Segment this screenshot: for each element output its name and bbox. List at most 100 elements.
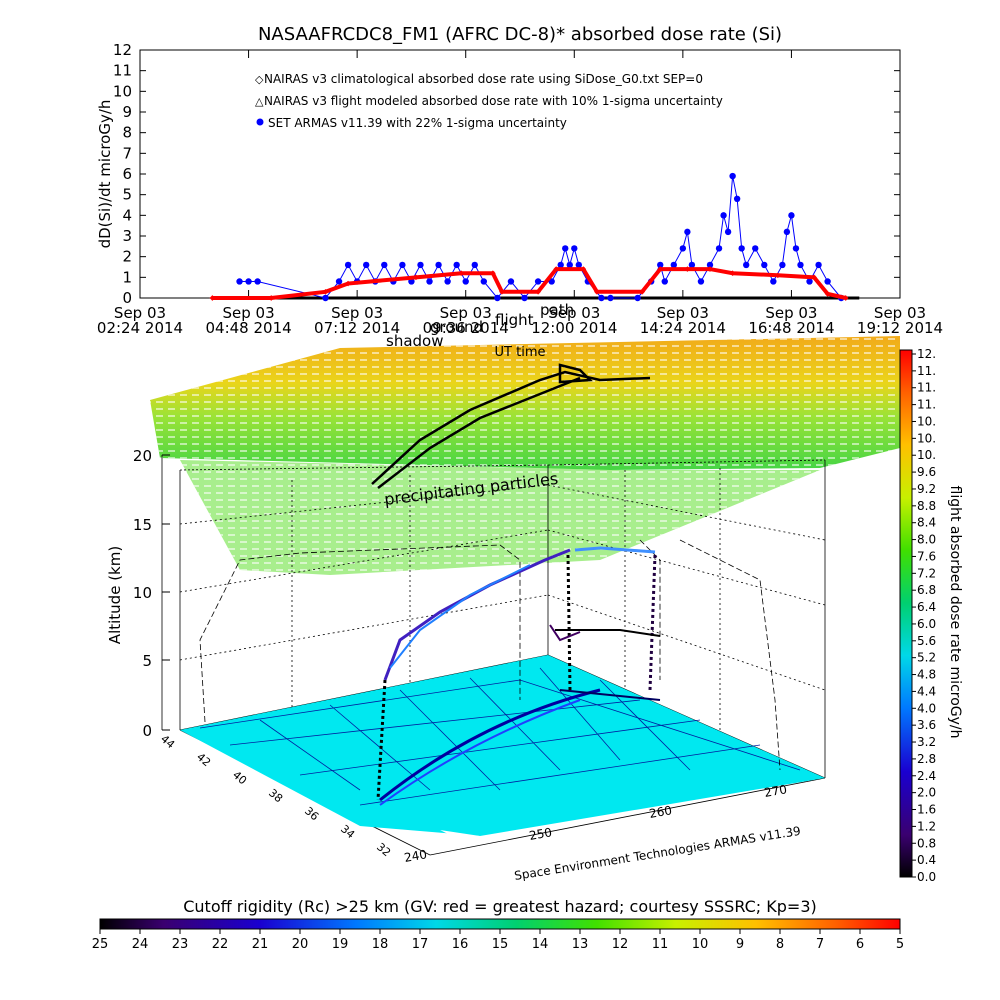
dose-colorbar-tick-label: 6.8 [917, 583, 936, 597]
dose-colorbar-tick-label: 6.4 [917, 600, 936, 614]
armas-point [688, 261, 696, 269]
legend-marker-circle [256, 118, 264, 126]
dose-colorbar-tick-label: 7.2 [917, 566, 936, 580]
armas-point [724, 228, 732, 236]
top-x-tick-day: Sep 03 [331, 304, 383, 322]
cutoff-colorbar-tick-label: 12 [612, 937, 629, 952]
armas-point [761, 261, 768, 269]
series-nairas-climatological-line [212, 267, 847, 300]
armas-point [471, 261, 478, 269]
nairas-point [209, 295, 216, 301]
armas-point [752, 245, 759, 252]
ground-map [180, 655, 825, 845]
top-y-tick-label: 10 [113, 82, 132, 100]
armas-point [362, 261, 370, 269]
dose-colorbar-tick-label: 0.4 [917, 853, 936, 867]
legend-entry-armas: SET ARMAS v11.39 with 22% 1-sigma uncert… [268, 116, 567, 130]
armas-point [598, 294, 605, 302]
armas-point [381, 261, 388, 269]
dose-colorbar-tick-label: 11. [917, 381, 936, 395]
latitude-tick-label: 36 [302, 804, 321, 823]
armas-point [684, 228, 691, 236]
top-x-tick-time: 04:48 2014 [205, 319, 291, 337]
flight-path-top-projection [371, 363, 651, 489]
altitude-tick-label: 20 [133, 447, 152, 465]
longitude-tick-label: 260 [648, 803, 673, 821]
top-x-tick-day: Sep 03 [548, 304, 600, 322]
nairas-point [824, 291, 831, 297]
dose-colorbar-tick-label: 5.2 [917, 651, 936, 665]
legend-marker-triangle: △ [255, 95, 264, 108]
top-x-tick-day: Sep 03 [440, 304, 492, 322]
overlay-label-ground: ground [430, 318, 483, 336]
armas-point [792, 245, 800, 252]
dose-colorbar-tick-label: 4.8 [917, 668, 936, 682]
dose-colorbar-tick-label: 1.6 [917, 803, 936, 817]
nairas-point [580, 266, 587, 272]
armas-point [462, 278, 469, 285]
longitude-ticks: 240 250 260 270 [403, 782, 788, 865]
top-x-tick-time: 07:12 2014 [314, 319, 400, 337]
dose-colorbar-tick-label: 12. [917, 347, 936, 361]
cutoff-colorbar-tick-label: 22 [212, 937, 229, 952]
top-series-group [209, 172, 860, 302]
cutoff-colorbar-tick-label: 11 [652, 937, 669, 952]
nairas-point [499, 288, 505, 295]
cutoff-colorbar-tick-label: 7 [816, 937, 824, 952]
armas-point [417, 261, 424, 269]
armas-point [322, 294, 329, 302]
altitude-tick-label: 0 [142, 722, 152, 740]
dose-colorbar-tick-label: 0.0 [917, 870, 936, 884]
armas-point [797, 261, 804, 269]
armas-point [824, 278, 831, 285]
dose-colorbar-tick-label: 10. [917, 414, 936, 428]
armas-point [733, 195, 741, 202]
armas-point [562, 245, 569, 252]
dose-colorbar-tick-label: 10. [917, 448, 936, 462]
armas-point [729, 172, 736, 180]
armas-point [344, 261, 352, 269]
armas-point [399, 261, 406, 269]
cutoff-colorbar-tick-label: 21 [252, 937, 269, 952]
armas-point [788, 212, 795, 219]
dose-colorbar-tick-label: 5.6 [917, 634, 936, 648]
cutoff-colorbar [99, 918, 901, 930]
top-x-tick-day: Sep 03 [874, 304, 926, 322]
dose-colorbar-tick-label: 3.6 [917, 718, 936, 732]
dose-colorbar-label: flight absorbed dose rate microGy/h [947, 486, 963, 739]
top-x-tick-time: 12:00 2014 [531, 319, 617, 337]
nairas-point [553, 266, 560, 272]
dose-colorbar-tick-label: 2.4 [917, 769, 936, 783]
top-y-axis-label: dD(Si)/dt microGy/h [96, 100, 114, 249]
nairas-point [535, 288, 541, 295]
armas-point [670, 261, 678, 269]
cutoff-colorbar-tick-label: 9 [736, 937, 744, 952]
dose-colorbar-tick-label: 4.4 [917, 684, 936, 698]
latitude-tick-label: 44 [158, 732, 177, 751]
armas-point [779, 261, 786, 269]
nairas-point [684, 266, 691, 272]
top-chart-title: NASAAFRCDC8_FM1 (AFRC DC-8)* absorbed do… [258, 24, 782, 45]
cutoff-colorbar-tick-label: 25 [92, 937, 109, 952]
top-y-tick-label: 5 [122, 186, 132, 204]
dose-colorbar [899, 349, 913, 878]
dose-colorbar-tick-label: 2.8 [917, 752, 936, 766]
armas-point [607, 294, 614, 302]
top-x-tick-day: Sep 03 [657, 304, 709, 322]
cutoff-colorbar-tick-label: 17 [412, 937, 429, 952]
cutoff-colorbar-tick-label: 8 [776, 937, 784, 952]
legend-entry-nairas-flight: NAIRAS v3 flight modeled absorbed dose r… [264, 94, 723, 108]
cutoff-colorbar-tick-label: 19 [332, 937, 349, 952]
nairas-point [707, 266, 713, 272]
altitude-ticks: 0 5 10 15 20 [133, 447, 170, 740]
armas-point [557, 261, 564, 269]
flight-path-altitude [376, 546, 661, 801]
longitude-tick-label: 240 [403, 847, 428, 865]
armas-point [661, 278, 668, 285]
nairas-point [842, 295, 849, 301]
cutoff-colorbar-tick-label: 14 [532, 937, 549, 952]
armas-point [507, 278, 515, 285]
top-x-tick-day: Sep 03 [223, 304, 275, 322]
